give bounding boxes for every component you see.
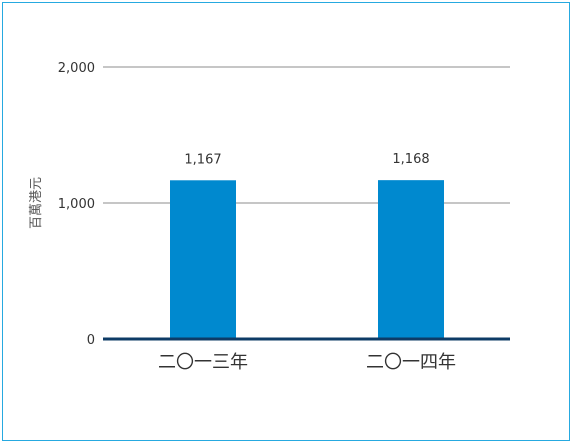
chart-frame — [2, 2, 570, 441]
y-axis-label: 百萬港元 — [29, 177, 44, 229]
data-label: 1,168 — [392, 152, 429, 167]
x-category-label: 二〇一三年 — [158, 352, 248, 373]
data-label: 1,167 — [184, 152, 221, 167]
bar — [170, 180, 236, 339]
y-tick-label: 0 — [87, 333, 95, 348]
data-labels: 1,167 1,168 — [184, 152, 429, 167]
x-category-label: 二〇一四年 — [366, 352, 456, 373]
gridlines — [103, 66, 510, 341]
y-tick-label: 1,000 — [58, 197, 95, 212]
bars — [170, 180, 444, 339]
y-tick-label: 2,000 — [58, 61, 95, 76]
x-axis-categories: 二〇一三年 二〇一四年 — [158, 352, 456, 373]
bar — [378, 180, 444, 339]
y-axis-ticks: 0 1,000 2,000 — [58, 61, 95, 348]
